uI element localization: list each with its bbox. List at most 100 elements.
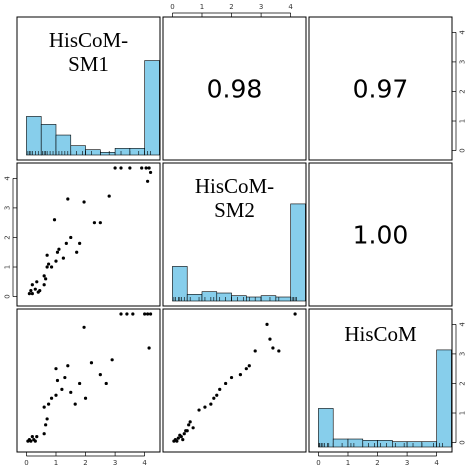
histogram-bar [246,296,262,302]
scatter-point [66,364,70,368]
scatter-point [38,289,42,293]
histogram-bar [201,291,218,302]
scatter-point [54,259,58,263]
tick-label: 3 [4,206,12,210]
scatter-point [146,312,150,316]
tick-label: 0 [24,459,28,467]
scatter-point [176,436,180,440]
scatter-point [64,241,68,245]
tick-label: 3 [259,3,263,11]
scatter-point [57,247,61,251]
scatter-point [47,402,51,406]
scatter-point [54,367,58,371]
scatter-point [42,274,46,278]
scatter-point [144,166,148,170]
histogram-bar [100,152,116,156]
scatter-point [42,432,46,436]
tick-label: 1 [459,411,467,415]
scatter-point [89,361,94,365]
scatter-point [197,408,201,412]
scatter-point [66,197,70,201]
scatter-point [277,349,281,353]
scatter-point [119,312,123,316]
scatter-point [44,423,48,427]
tick-label: 1 [200,3,204,11]
scatter-point [104,381,108,386]
scatter-hiscom-vs-sm2 [172,312,297,443]
scatter-point [29,439,33,443]
correlation-value: 0.97 [353,75,409,104]
scatter-point [69,390,73,394]
scatter-point [33,287,37,291]
scatter-point [98,372,102,377]
scatter-point [49,396,54,400]
histogram-bar [55,134,72,156]
tick-label: 0 [459,148,467,152]
scatter-point [35,280,39,284]
tick-label: 0 [316,459,320,467]
panel-frame-r1c1 [162,162,307,307]
scatter-point [119,166,123,170]
panel-frame-r0c0 [16,16,161,161]
scatter-point [82,200,86,204]
scatter-point [238,372,243,377]
scatter-point [188,420,192,424]
scatter-point [52,218,57,222]
scatter-point [78,381,82,386]
scatter-point [35,435,39,439]
histogram-bar [186,294,203,302]
histogram-bar [406,441,423,448]
scatter-point [187,423,191,427]
scatter-point [45,265,49,269]
tick-label: 2 [459,89,467,93]
panel-frame-r1c2 [308,162,453,307]
correlation-value: 0.98 [207,75,263,104]
histogram-bar [85,149,101,156]
scatter-point [209,402,213,406]
scatter-point [44,277,48,281]
scatter-point [78,241,82,245]
tick-label: 4 [4,176,12,181]
scatter-point [55,250,60,254]
scatter-point [175,439,179,443]
scatter-point [30,435,34,439]
scatter-point [293,312,297,316]
x-axis-col2-bottom: 0 1 2 3 4 [316,452,439,467]
scatter-point [63,375,67,380]
scatter-point [179,435,183,439]
tick-label: 0 [170,3,174,11]
scatter-point [60,387,64,391]
tick-label: 2 [4,235,12,239]
panel-frame-r2c1 [162,308,307,453]
scatter-point [92,221,97,225]
scatter-point [45,253,49,257]
scatter-point [181,438,185,442]
scatter-point [47,262,51,266]
scatter-point [42,283,46,287]
scatter-point [61,256,65,260]
histogram-bar [392,441,408,448]
scatter-point [131,312,135,316]
tick-label: 4 [288,3,293,11]
scatter-point [110,358,114,362]
histogram-bar [216,292,232,302]
tick-label: 0 [4,294,12,298]
panel-frame-r2c2 [308,308,453,453]
variable-label-hiscom: HisCoM [344,322,417,346]
scatter-point [147,166,151,170]
tick-label: 3 [459,352,467,356]
scatter-point [271,346,275,350]
y-axis-row1-left: 0 1 2 3 4 [4,176,17,299]
scatter-point [218,387,222,391]
scatter-point [33,439,37,443]
scatter-point [147,346,151,350]
scatter-point [148,312,153,316]
histogram-bar [318,408,334,448]
histogram-bar [231,295,247,302]
panel-frame-r2c0 [16,308,161,453]
tick-label: 1 [4,265,12,269]
variable-label-sm1: SM1 [68,52,109,76]
histogram-bar [377,440,393,448]
histogram-bar [40,124,57,156]
